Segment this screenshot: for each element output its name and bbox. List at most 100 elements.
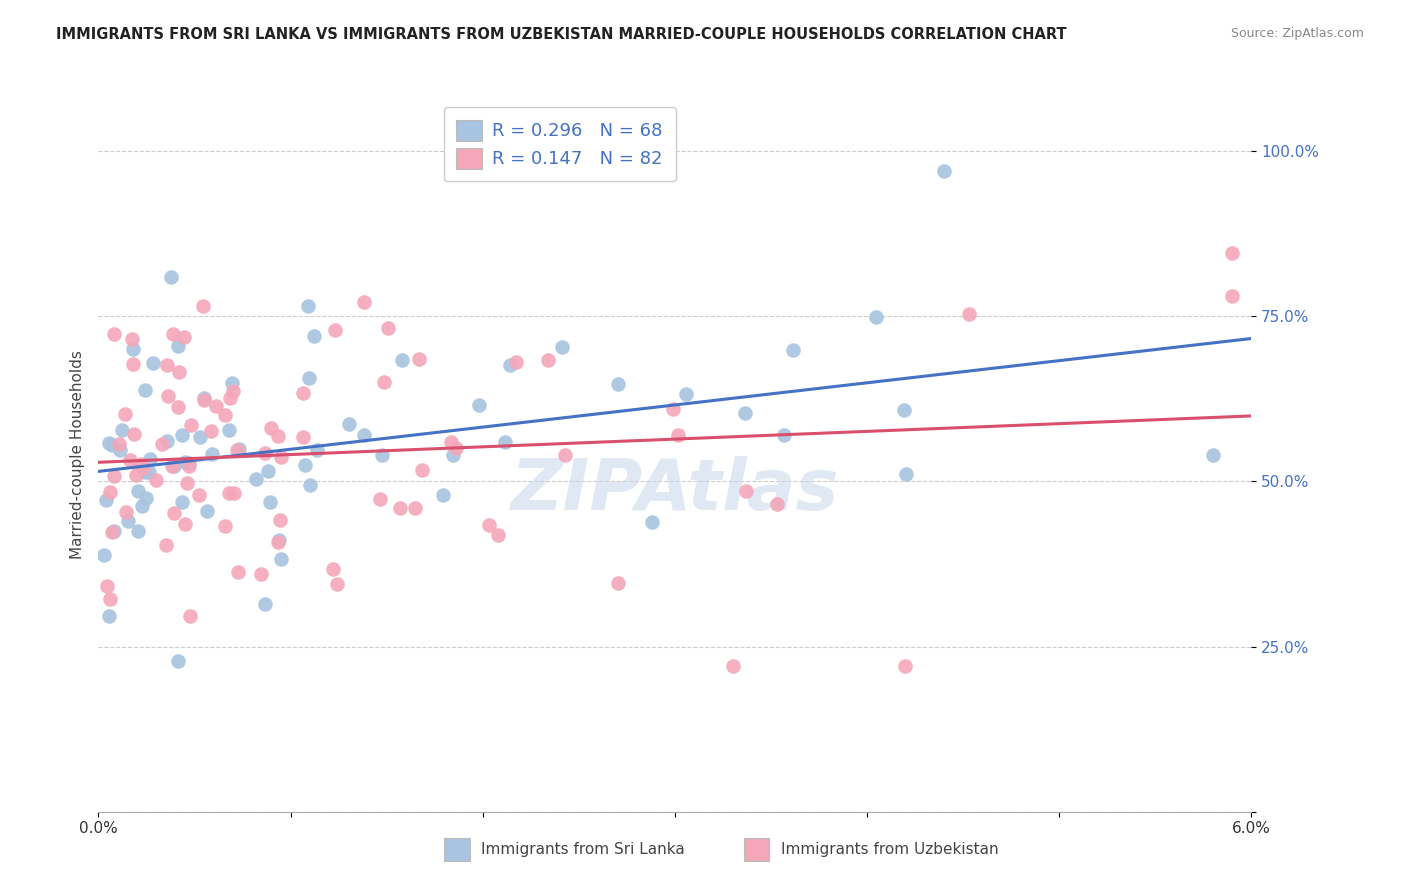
Point — [468, 398, 491, 412]
Point — [179, 457, 201, 471]
Point — [157, 389, 180, 403]
Point — [259, 421, 281, 435]
Point — [606, 377, 628, 392]
Point — [195, 504, 218, 518]
Point — [734, 406, 756, 420]
Point — [173, 517, 195, 532]
Point — [193, 391, 215, 405]
Point — [226, 566, 249, 580]
Point — [179, 458, 201, 473]
Point — [766, 497, 789, 511]
Point — [179, 608, 201, 623]
Point — [661, 402, 683, 417]
Point — [193, 393, 215, 408]
Point — [297, 299, 319, 313]
Point — [101, 524, 124, 539]
Point — [228, 442, 250, 457]
Point — [167, 400, 190, 414]
Point — [478, 518, 501, 533]
Point — [666, 428, 689, 442]
Point — [135, 491, 157, 505]
Point — [115, 505, 138, 519]
Point — [127, 483, 149, 498]
Point — [160, 269, 183, 284]
Point — [370, 491, 392, 506]
Point — [96, 493, 118, 508]
Point — [122, 342, 145, 356]
Point — [218, 486, 240, 500]
Point — [298, 371, 321, 385]
Point — [108, 442, 131, 457]
Point — [432, 488, 454, 502]
Point — [163, 506, 186, 520]
Point — [222, 384, 245, 399]
Point — [103, 524, 125, 538]
Text: Immigrants from Sri Lanka: Immigrants from Sri Lanka — [481, 842, 685, 857]
Point — [371, 448, 394, 462]
Text: Source: ZipAtlas.com: Source: ZipAtlas.com — [1230, 27, 1364, 40]
Point — [606, 576, 628, 591]
Text: ZIPAtlas: ZIPAtlas — [510, 456, 839, 525]
Point — [404, 500, 426, 515]
Point — [103, 327, 125, 342]
Point — [353, 428, 375, 442]
Point — [98, 608, 121, 623]
Point — [302, 329, 325, 343]
Point — [250, 567, 273, 582]
Point — [103, 468, 125, 483]
Point — [201, 447, 224, 461]
Point — [156, 359, 179, 373]
Point — [138, 465, 160, 479]
Point — [322, 562, 344, 576]
Point — [292, 386, 315, 401]
Point — [957, 307, 980, 321]
Text: Immigrants from Uzbekistan: Immigrants from Uzbekistan — [780, 842, 998, 857]
Point — [505, 355, 527, 369]
Point — [187, 488, 209, 502]
Point — [294, 458, 316, 473]
Point — [259, 494, 281, 508]
Point — [129, 457, 152, 471]
Point — [221, 376, 243, 391]
Point — [486, 528, 509, 542]
Point — [1220, 245, 1243, 260]
Point — [131, 499, 153, 513]
Point — [226, 442, 249, 457]
Point — [121, 332, 143, 346]
Point — [773, 427, 796, 442]
Point — [108, 436, 131, 450]
Point — [98, 484, 121, 499]
Point — [641, 515, 664, 529]
Point — [499, 358, 522, 372]
Point — [254, 445, 277, 459]
Point — [191, 299, 214, 313]
Point — [160, 459, 183, 474]
Point — [269, 513, 291, 527]
Point — [1220, 289, 1243, 303]
Point — [735, 483, 758, 498]
Point — [270, 450, 292, 464]
Point — [411, 462, 433, 476]
Point — [173, 454, 195, 468]
Text: IMMIGRANTS FROM SRI LANKA VS IMMIGRANTS FROM UZBEKISTAN MARRIED-COUPLE HOUSEHOLD: IMMIGRANTS FROM SRI LANKA VS IMMIGRANTS … — [56, 27, 1067, 42]
Point — [408, 352, 430, 367]
Point — [441, 449, 464, 463]
Legend: R = 0.296   N = 68, R = 0.147   N = 82: R = 0.296 N = 68, R = 0.147 N = 82 — [444, 107, 675, 181]
Point — [166, 339, 188, 353]
Point — [163, 458, 186, 473]
Point — [267, 533, 290, 548]
Point — [253, 597, 276, 611]
Point — [391, 353, 413, 368]
Point — [139, 451, 162, 466]
Point — [377, 321, 399, 335]
Point — [326, 576, 349, 591]
Point — [896, 467, 918, 481]
Point — [218, 423, 240, 437]
Point — [122, 357, 145, 371]
Point — [1202, 448, 1225, 462]
Point — [200, 424, 222, 438]
Point — [551, 340, 574, 354]
Point — [245, 472, 267, 486]
Point — [142, 356, 165, 370]
Point — [675, 387, 697, 401]
